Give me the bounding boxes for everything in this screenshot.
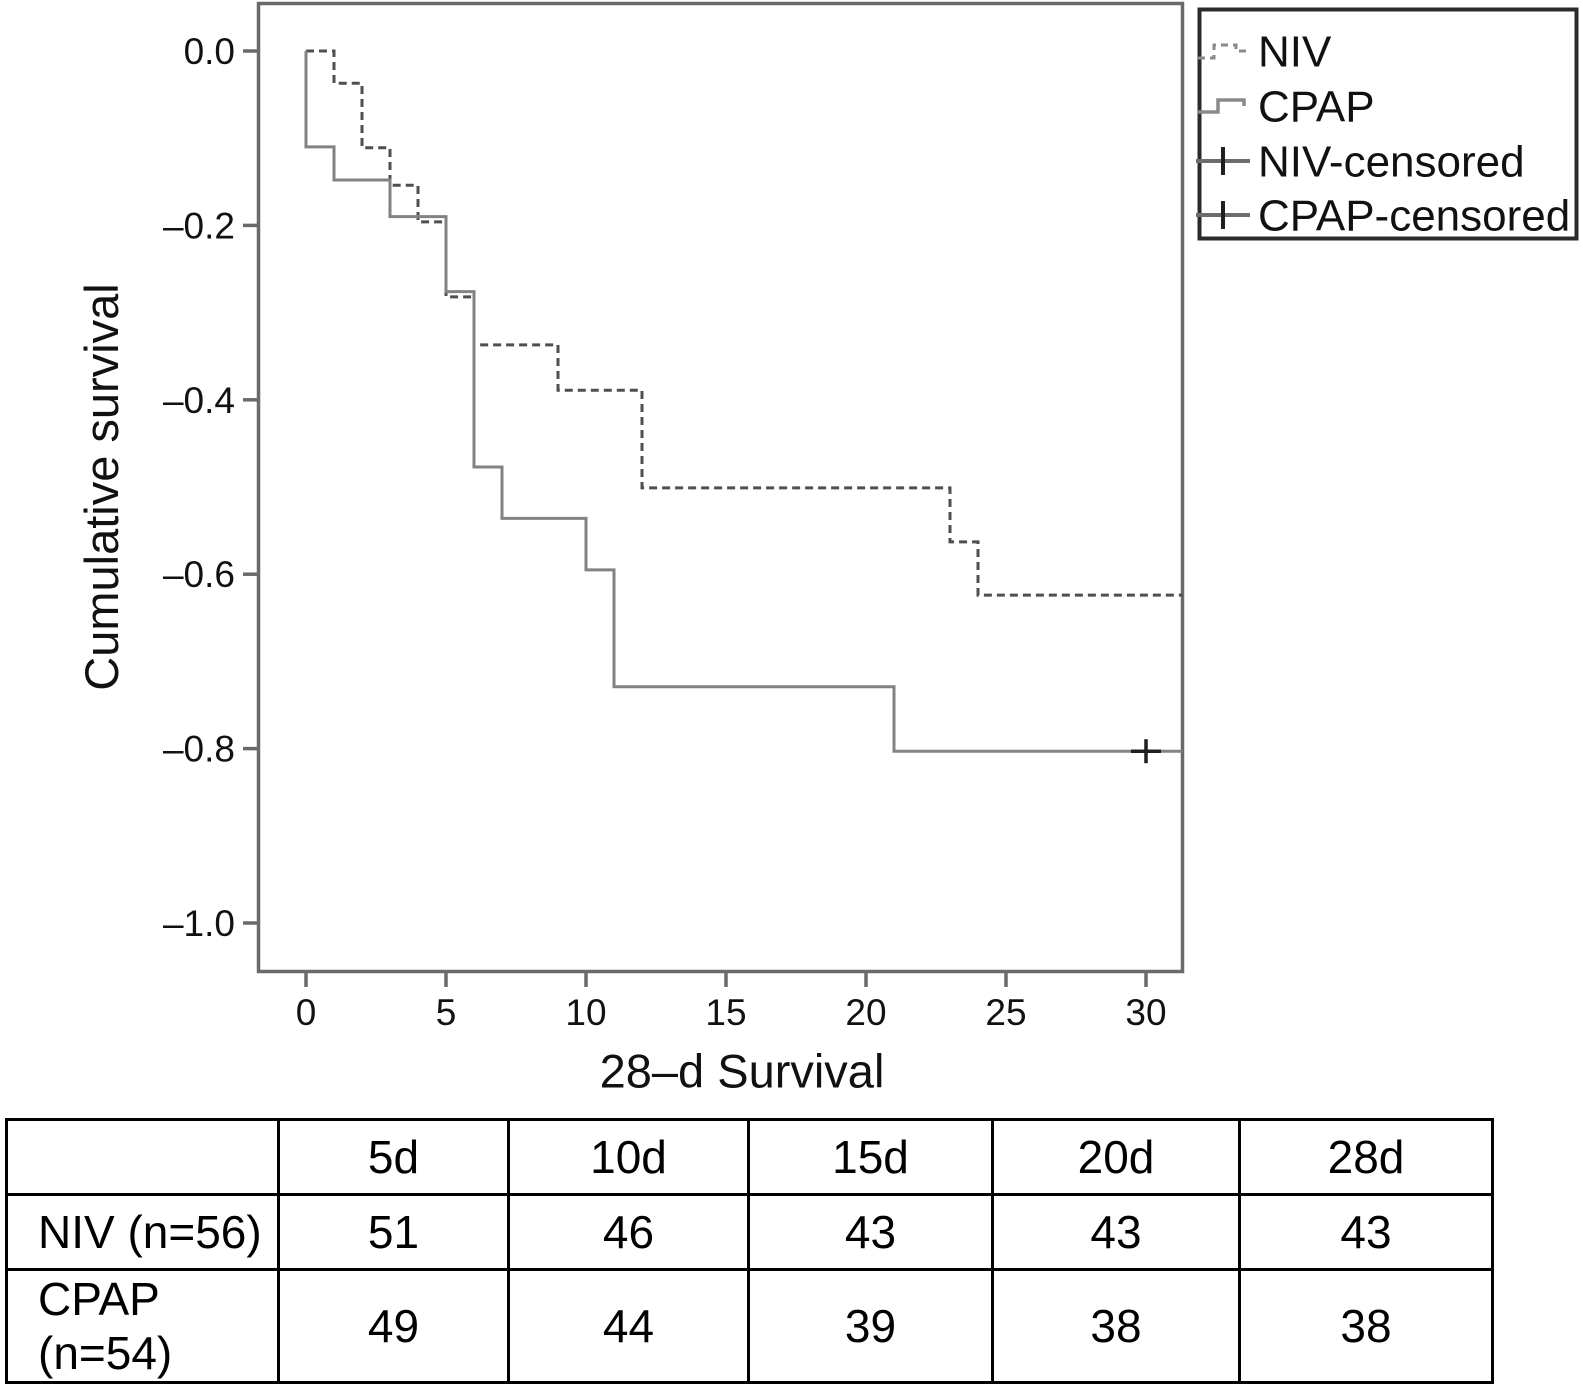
legend: NIV CPAP NIV-censored CPAP-censored (1196, 7, 1579, 241)
y-tick-label: 0.0 (184, 31, 235, 72)
risk-table-niv-row: NIV (n=56) 51 46 43 43 43 (5, 1193, 1494, 1271)
legend-cpap-censored-icon (1196, 201, 1250, 229)
risk-table-cell: 43 (1238, 1193, 1494, 1271)
risk-table-cell: 46 (507, 1193, 750, 1271)
risk-table-header-20d: 20d (991, 1118, 1241, 1196)
risk-table-cell: 38 (1238, 1268, 1494, 1384)
x-tick-label: 25 (985, 992, 1026, 1033)
y-tick-label: –0.6 (163, 554, 235, 595)
risk-table-header-10d: 10d (507, 1118, 750, 1196)
legend-cpap-line-icon (1198, 98, 1246, 114)
risk-table-cell: 38 (991, 1268, 1241, 1384)
y-tick-label: –1.0 (163, 903, 235, 944)
y-tick-label: –0.8 (163, 729, 235, 770)
risk-table-cpap-label: CPAP (n=54) (5, 1268, 280, 1384)
y-tick-label: –0.4 (163, 380, 235, 421)
risk-table: 5d 10d 15d 20d 28d NIV (n=56) 51 46 43 4… (5, 1118, 1494, 1384)
risk-table-cell: 43 (991, 1193, 1241, 1271)
legend-box (1197, 7, 1579, 241)
risk-table-cell: 43 (747, 1193, 994, 1271)
series-line-cpap (304, 51, 1183, 753)
censor-markers (1131, 739, 1161, 764)
y-axis-ticks: 0.0 –0.2 –0.4 –0.6 –0.8 –1.0 (163, 31, 258, 944)
legend-niv-censored-label: NIV-censored (1258, 137, 1525, 186)
y-axis-title: Cumulative survival (75, 283, 128, 690)
risk-table-niv-label: NIV (n=56) (5, 1193, 280, 1271)
x-tick-label: 15 (705, 992, 746, 1033)
legend-cpap-censored-label: CPAP-censored (1258, 191, 1570, 240)
risk-table-cell: 39 (747, 1268, 994, 1384)
legend-niv-line-icon (1198, 43, 1249, 60)
x-tick-label: 0 (296, 992, 317, 1033)
legend-cpap-label: CPAP (1258, 82, 1375, 131)
legend-niv-censored-icon (1196, 147, 1250, 175)
cpap-censor-mark-icon (1131, 739, 1161, 764)
risk-table-header-row: 5d 10d 15d 20d 28d (5, 1118, 1494, 1196)
series-line-niv (306, 49, 1183, 597)
series-layer (304, 49, 1183, 753)
risk-table-cell: 51 (277, 1193, 510, 1271)
x-tick-label: 30 (1125, 992, 1166, 1033)
risk-table-corner-cell (5, 1118, 280, 1196)
risk-table-header-15d: 15d (747, 1118, 994, 1196)
x-tick-label: 10 (565, 992, 606, 1033)
risk-table-cell: 44 (507, 1268, 750, 1384)
x-tick-label: 20 (845, 992, 886, 1033)
risk-table-cell: 49 (277, 1268, 510, 1384)
y-tick-label: –0.2 (163, 205, 235, 246)
risk-table-header-5d: 5d (277, 1118, 510, 1196)
survival-chart: 0.0 –0.2 –0.4 –0.6 –0.8 –1.0 0 5 10 15 20 25 30 Cum… (75, 1, 1579, 1097)
risk-table-cpap-row: CPAP (n=54) 49 44 39 38 38 (5, 1268, 1494, 1384)
x-axis-ticks: 0 5 10 15 20 25 30 (296, 971, 1167, 1033)
x-tick-label: 5 (436, 992, 457, 1033)
legend-niv-label: NIV (1258, 27, 1332, 76)
plot-border (256, 1, 1185, 974)
risk-table-header-28d: 28d (1238, 1118, 1494, 1196)
x-axis-title: 28–d Survival (600, 1044, 885, 1097)
